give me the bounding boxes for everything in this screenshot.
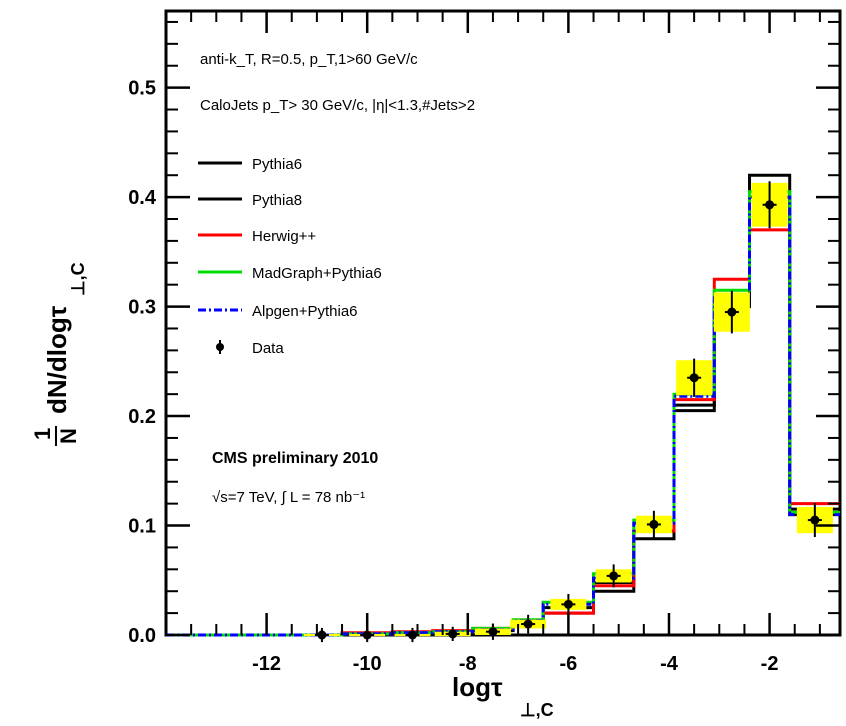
data-points-layer [303,181,833,643]
x-tick-label: -4 [660,653,679,675]
annotation-cms-preliminary: CMS preliminary 2010 [212,450,378,467]
series-line-pythia8 [166,195,840,637]
y-tick-label: 0.1 [128,516,156,538]
legend-label-madgraph: MadGraph+Pythia6 [252,265,382,282]
legend-label-pythia6: Pythia6 [252,156,302,173]
data-point [563,599,573,609]
annotation-jet-algo: anti-k_T, R=0.5, p_T,1>60 GeV/c [200,51,418,68]
data-point [317,630,327,640]
legend-swatch-data [216,340,224,354]
data-point [407,630,417,640]
x-tick-label: -2 [761,653,779,675]
x-tick-label: -6 [559,653,577,675]
data-point [765,200,775,210]
x-axis-title: logτ ⊥,C [452,672,554,720]
data-point [727,307,737,317]
x-tick-label: -10 [353,653,382,675]
legend: Pythia6 Pythia8 Herwig++ MadGraph+Pythia… [198,156,382,357]
legend-label-alpgen: Alpgen+Pythia6 [252,303,358,320]
x-tick-label: -8 [459,653,477,675]
y-tick-label: 0.2 [128,406,156,428]
y-axis-title-prefix-num: 1 [30,428,55,440]
x-axis-title-subscript: ⊥,C [520,700,554,720]
y-tick-label: 0.5 [128,78,156,100]
y-tick-label: 0.0 [128,625,156,647]
x-axis-title-main: logτ [452,672,503,702]
y-axis-title-prefix-den: N [56,428,81,444]
series-line-alpgen-pythia6 [166,195,840,637]
annotation-luminosity: √s=7 TeV, ∫ L = 78 nb⁻¹ [212,489,365,506]
y-tick-label: 0.4 [128,187,157,209]
legend-label-data: Data [252,340,284,357]
annotation-selection: CaloJets p_T> 30 GeV/c, |η|<1.3,#Jets>2 [200,97,475,114]
data-point [810,515,820,525]
data-point [523,619,533,629]
legend-label-pythia8: Pythia8 [252,192,302,209]
legend-label-herwig: Herwig++ [252,228,316,245]
data-point [448,629,458,639]
x-tick-label: -12 [252,653,281,675]
data-point [609,571,619,581]
y-axis-title-subscript: ⊥,C [68,262,88,296]
data-point [649,519,659,529]
data-point [689,373,699,383]
y-axis-title-main: dN/dlogτ [42,305,72,414]
y-tick-label: 0.3 [128,297,156,319]
series-line-madgraph-pythia6 [166,190,840,637]
axes-layer: -12 -10 -8 -6 -4 -2 0.0 0.1 0.2 0.3 0.4 0.5 [128,11,840,675]
y-axis-title: 1 N dN/dlogτ ⊥,C [30,262,88,446]
